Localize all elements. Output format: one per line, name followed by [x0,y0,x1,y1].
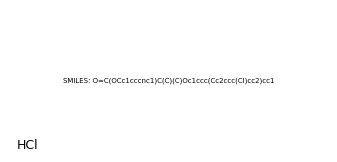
Text: SMILES: O=C(OCc1cccnc1)C(C)(C)Oc1ccc(Cc2ccc(Cl)cc2)cc1: SMILES: O=C(OCc1cccnc1)C(C)(C)Oc1ccc(Cc2… [63,78,274,84]
Text: HCl: HCl [17,139,38,152]
